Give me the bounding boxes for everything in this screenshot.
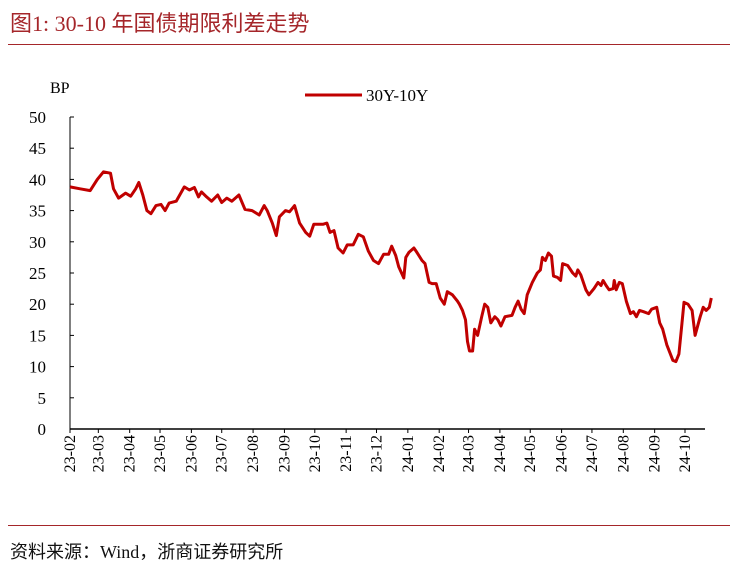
x-tick-label: 24-07 xyxy=(584,435,601,472)
y-tick-label: 10 xyxy=(29,358,46,377)
legend-label: 30Y-10Y xyxy=(366,86,428,105)
y-tick-label: 0 xyxy=(38,420,47,439)
x-tick-label: 24-03 xyxy=(461,435,478,472)
x-tick-label: 24-09 xyxy=(647,435,664,472)
x-tick-label: 23-02 xyxy=(62,435,79,472)
series-line-30y-10y xyxy=(69,170,713,364)
x-tick-label: 23-08 xyxy=(245,435,262,472)
x-tick-label: 23-03 xyxy=(90,435,107,472)
y-tick-label: 40 xyxy=(29,170,46,189)
y-tick-label: 30 xyxy=(29,233,46,252)
y-axis-label: BP xyxy=(50,80,70,97)
x-tick-label: 23-09 xyxy=(276,435,293,472)
y-tick-label: 50 xyxy=(29,108,46,127)
x-tick-label: 23-05 xyxy=(152,435,169,472)
y-tick-label: 20 xyxy=(29,295,46,314)
y-tick-label: 45 xyxy=(29,139,46,158)
x-tick-label: 23-10 xyxy=(307,435,324,472)
x-tick-label: 23-11 xyxy=(338,435,355,472)
x-tick-label: 23-07 xyxy=(214,435,231,472)
x-tick-label: 24-10 xyxy=(677,435,694,472)
figure-title: 图1: 30-10 年国债期限利差走势 xyxy=(10,11,310,36)
y-tick-label: 15 xyxy=(29,326,46,345)
x-tick-label: 24-02 xyxy=(431,435,448,472)
bottom-divider xyxy=(8,525,730,526)
legend: 30Y-10Y xyxy=(305,86,428,105)
x-tick-label: 24-08 xyxy=(615,435,632,472)
x-tick-label: 24-06 xyxy=(554,435,571,472)
y-tick-label: 25 xyxy=(29,264,46,283)
y-tick-label: 35 xyxy=(29,202,46,221)
top-divider xyxy=(8,44,730,45)
source-note: 资料来源：Wind，浙商证券研究所 xyxy=(10,542,284,562)
x-tick-label: 24-04 xyxy=(492,435,509,472)
y-tick-label: 5 xyxy=(38,389,47,408)
x-tick-label: 23-04 xyxy=(122,435,139,472)
x-tick-label: 23-06 xyxy=(183,435,200,472)
x-tick-label: 24-05 xyxy=(522,435,539,472)
x-tick-label: 24-01 xyxy=(400,435,417,472)
x-tick-label: 23-12 xyxy=(368,435,385,472)
